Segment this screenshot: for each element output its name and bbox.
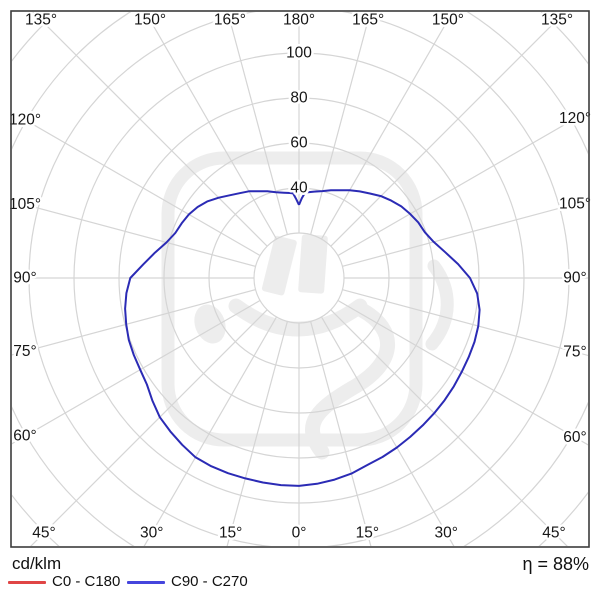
- grid-radial-line: [144, 12, 278, 240]
- radial-tick-label-100: 100: [286, 45, 312, 62]
- gamma-tick-label-45: 45°: [32, 525, 55, 542]
- curves-layer: [124, 189, 481, 487]
- gamma-tick-label-105: 105°: [9, 196, 41, 213]
- legend-label-c90-c270: C90 - C270: [171, 573, 248, 590]
- grid-radial-line: [330, 12, 566, 247]
- grid-radial-line: [337, 299, 588, 446]
- radial-tick-label-80: 80: [290, 90, 308, 107]
- gamma-tick-label-105: 105°: [559, 196, 591, 213]
- grid-radial-line: [337, 110, 588, 257]
- units-label: cd/klm: [12, 554, 62, 573]
- gamma-tick-label-15: 15°: [356, 525, 379, 542]
- grid-radial-line: [310, 321, 372, 546]
- radial-tick-label-40: 40: [290, 180, 308, 197]
- gamma-tick-label-30: 30°: [140, 525, 163, 542]
- gamma-tick-label-90: 90°: [563, 270, 586, 287]
- grid-radial-line: [320, 12, 454, 240]
- gamma-tick-label-60: 60°: [13, 428, 36, 445]
- gamma-tick-label-180: 180°: [283, 12, 315, 29]
- grid-radial-line: [12, 289, 256, 356]
- gamma-tick-label-150: 150°: [134, 12, 166, 29]
- grid-radial-line: [342, 199, 588, 267]
- grid-radial-line: [12, 111, 261, 257]
- gamma-tick-label-120: 120°: [559, 110, 591, 127]
- axis-labels: 0° 15° 15° 30° 30° 45° 45° 60° 60° 75° 75° 90° 90° 10…: [6, 9, 593, 544]
- grid-radial-line: [330, 309, 568, 546]
- gamma-tick-label-75: 75°: [13, 343, 36, 360]
- gamma-tick-label-0: 0°: [292, 525, 307, 542]
- gamma-tick-label-60: 60°: [563, 429, 586, 446]
- gamma-tick-label-75: 75°: [563, 343, 586, 360]
- gamma-tick-label-15: 15°: [219, 525, 242, 542]
- gamma-tick-label-165: 165°: [352, 12, 384, 29]
- legend-swatch-c90-c270: [127, 581, 165, 584]
- grid-radial-line: [320, 316, 455, 546]
- gamma-tick-label-45: 45°: [542, 525, 565, 542]
- grid-radial-line: [226, 321, 288, 546]
- legend-label-c0-c180: C0 - C180: [52, 573, 121, 590]
- gamma-tick-label-165: 165°: [214, 12, 246, 29]
- gamma-tick-label-30: 30°: [434, 525, 457, 542]
- legend-swatch-c0-c180: [8, 581, 46, 584]
- gamma-tick-label-135: 135°: [25, 12, 57, 29]
- grid-radial-line: [342, 289, 588, 357]
- gamma-tick-label-135: 135°: [541, 12, 573, 29]
- chart-frame-border: [10, 10, 590, 548]
- grid-radial-line: [227, 12, 288, 235]
- gamma-tick-label-90: 90°: [13, 270, 36, 287]
- grid-radial-line: [143, 316, 278, 546]
- grid-radial-line: [32, 12, 268, 247]
- gamma-tick-label-150: 150°: [432, 12, 464, 29]
- grid-radial-line: [12, 200, 256, 267]
- gamma-tick-label-120: 120°: [9, 111, 41, 128]
- grid-radial-line: [310, 12, 371, 235]
- radial-tick-label-60: 60: [290, 135, 308, 152]
- grid-radial-line: [30, 309, 268, 546]
- grid-radial-line: [12, 299, 261, 445]
- chart-footer: cd/klm η = 88% C0 - C180 C90 - C270: [0, 548, 600, 600]
- curve-c90-c270: [124, 189, 481, 487]
- efficiency-value: η = 88%: [522, 554, 589, 574]
